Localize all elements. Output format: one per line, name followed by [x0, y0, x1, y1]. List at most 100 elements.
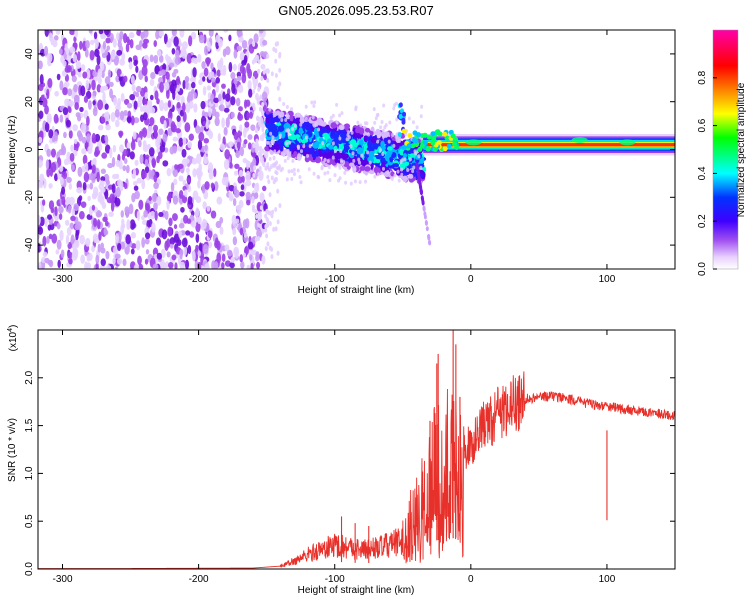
spectrogram-halo-cell [327, 165, 331, 170]
spectrogram-noise-cell [134, 159, 139, 166]
spectrogram-noise-cell [144, 258, 149, 265]
spectrogram-carrier-cell [416, 132, 422, 138]
spectrogram-noise-cell [38, 159, 43, 168]
spectrogram-cluster-cell [268, 117, 276, 124]
spectrogram-noise-cell [258, 106, 262, 112]
spectrogram-x-tick-label: -200 [189, 274, 209, 285]
spectrogram-noise-cell [182, 79, 186, 90]
spectrogram-noise-cell [202, 201, 207, 210]
spectrogram-cluster-cell [322, 132, 329, 138]
spectrogram-noise-cell [248, 88, 253, 98]
spectrogram-noise-cell [149, 116, 155, 126]
spectrogram-noise-cell [45, 159, 50, 170]
spectrogram-noise-cell [268, 192, 272, 198]
spectrogram-noise-cell [133, 100, 138, 110]
spectrogram-noise-cell [189, 100, 194, 109]
spectrogram-halo-cell [373, 174, 377, 179]
spectrogram-noise-cell [101, 152, 108, 159]
spectrogram-noise-cell [196, 153, 202, 165]
spectrogram-cluster-cell [359, 166, 366, 171]
spectrogram-noise-cell [202, 85, 207, 96]
spectrogram-noise-cell [203, 137, 210, 144]
spectrogram-noise-cell [48, 32, 53, 42]
spectrogram-halo-cell [278, 114, 282, 119]
spectrogram-halo-cell [292, 172, 296, 177]
spectrogram-noise-cell [83, 171, 90, 183]
spectrogram-carrier-cell [419, 143, 425, 149]
spectrogram-noise-cell [98, 30, 104, 35]
spectrogram-noise-cell [112, 245, 119, 256]
spectrogram-carrier-cell [430, 131, 436, 137]
spectrogram-noise-cell [73, 247, 79, 259]
spectrogram-cluster-cell [375, 167, 382, 174]
spectrogram-noise-cell [182, 136, 187, 146]
snr-plot-area [38, 330, 675, 569]
spectrogram-noise-cell [148, 147, 155, 157]
spectrogram-noise-cell [251, 59, 255, 65]
spectrogram-noise-cell [176, 75, 181, 86]
spectrogram-cluster-cell [386, 150, 393, 156]
spectrogram-noise-cell [96, 171, 100, 183]
spectrogram-halo-cell [386, 169, 390, 174]
spectrogram-noise-cell [251, 76, 255, 82]
spectrogram-cluster-cell [370, 136, 378, 144]
spectrogram-noise-cell [97, 195, 103, 203]
spectrogram-noise-cell [91, 132, 96, 144]
colorbar-ticks: 0.0 0.2 0.4 0.6 0.8 [697, 70, 717, 276]
spectrogram-noise-cell [254, 209, 258, 215]
spectrogram-noise-cell [59, 230, 64, 241]
spectrogram-noise-cell [252, 89, 256, 95]
spectrogram-halo-cell [272, 180, 276, 185]
spectrogram-noise-cell [162, 160, 169, 167]
spectrogram-noise-cell [135, 65, 139, 74]
spectrogram-noise-cell [58, 48, 63, 55]
spectrogram-noise-cell [230, 256, 235, 263]
spectrogram-cluster-cell [341, 128, 347, 134]
spectrogram-noise-cell [233, 170, 238, 176]
spectrogram-noise-cell [246, 199, 251, 206]
spectrogram-halo-cell [406, 168, 410, 173]
spectrogram-noise-cell [84, 261, 89, 269]
spectrogram-halo-cell [323, 171, 327, 176]
spectrogram-noise-cell [167, 100, 172, 108]
spectrogram-noise-cell [86, 133, 91, 143]
spectrogram-noise-cell [233, 131, 239, 141]
spectrogram-noise-cell [120, 241, 125, 250]
snr-x-tick-label: -200 [189, 574, 209, 585]
snr-y-ticks: 0.0 0.5 1.0 1.5 2.0 [24, 370, 675, 576]
spectrogram-noise-cell [42, 178, 47, 189]
spectrogram-noise-cell [166, 238, 171, 248]
spectrogram-noise-cell [89, 49, 95, 61]
spectrogram-noise-cell [153, 124, 159, 133]
spectrogram-noise-cell [142, 59, 148, 68]
spectrogram-noise-cell [169, 237, 175, 246]
spectrogram-noise-cell [175, 128, 182, 134]
spectrogram-noise-cell [174, 164, 178, 170]
spectrogram-noise-cell [179, 109, 184, 117]
spectrogram-y-tick-label: 0 [24, 146, 35, 152]
spectrogram-halo-cell [373, 120, 377, 125]
spectrogram-noise-cell [141, 170, 147, 179]
spectrogram-spike-cell [397, 132, 402, 138]
spectrogram-halo-cell [312, 103, 316, 108]
spectrogram-noise-cell [68, 258, 73, 265]
spectrogram-noise-cell [120, 93, 125, 102]
spectrogram-noise-cell [128, 32, 135, 39]
spectrogram-noise-cell [60, 249, 65, 258]
spectrogram-noise-cell [274, 48, 278, 54]
spectrogram-noise-cell [206, 57, 210, 67]
spectrogram-noise-cell [168, 62, 175, 68]
spectrogram-halo-cell [408, 157, 412, 162]
colorbar-frame [712, 29, 739, 270]
spectrogram-noise-cell [163, 33, 168, 45]
spectrogram-noise-cell [193, 92, 197, 100]
colorbar-tick-label: 0.2 [697, 214, 708, 228]
spectrogram-halo-cell [291, 126, 295, 131]
spectrogram-cluster-cell [358, 127, 365, 135]
spectrogram-noise-cell [215, 77, 221, 84]
spectrogram-noise-cell [105, 250, 110, 260]
spectrogram-noise-cell [86, 115, 90, 127]
spectrogram-noise-cell [105, 37, 111, 44]
spectrogram-noise-cell [251, 195, 255, 204]
spectrogram-noise-cell [139, 154, 144, 165]
